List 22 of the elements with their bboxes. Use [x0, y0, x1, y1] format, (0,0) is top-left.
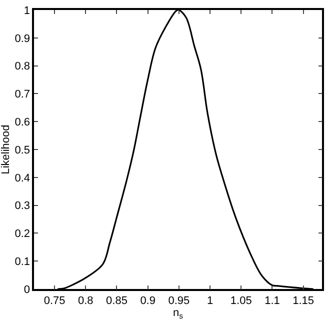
- y-tick-label: 0.3: [14, 200, 30, 212]
- y-tick-label: 0.4: [14, 172, 30, 184]
- x-axis-title: n$_{s}$: [173, 306, 184, 320]
- x-tick-label: 0.75: [44, 294, 66, 307]
- x-tick-label: 1: [206, 294, 214, 307]
- y-axis-title: Likelihood: [0, 124, 12, 174]
- x-tick-label: 0.85: [106, 294, 128, 307]
- x-tick-label: 0.8: [78, 294, 94, 307]
- x-tick-label: 0.9: [140, 294, 156, 307]
- x-tick-label: 1.1: [264, 294, 280, 307]
- y-tick-label: 0.6: [14, 116, 30, 128]
- y-tick-label: 0.9: [14, 32, 30, 45]
- y-tick-label: 0.8: [14, 60, 30, 73]
- x-tick-label: 1.15: [292, 294, 314, 307]
- x-tick-label: 0.95: [168, 294, 190, 307]
- y-tick-label: 1: [24, 4, 30, 17]
- y-tick-label: 0.2: [14, 228, 30, 240]
- y-tick-label: 0: [24, 284, 30, 296]
- y-tick-label: 0.7: [14, 88, 30, 101]
- y-tick-label: 0.5: [14, 144, 30, 156]
- x-tick-label: 1.05: [230, 294, 252, 307]
- y-tick-label: 0.1: [14, 256, 30, 268]
